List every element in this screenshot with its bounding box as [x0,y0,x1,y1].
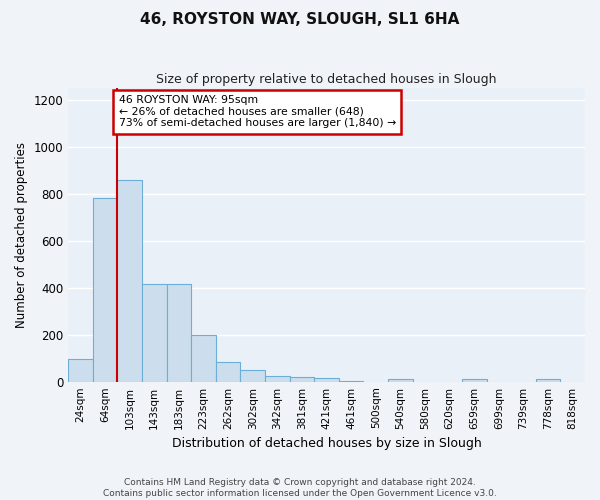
Bar [290,377,314,382]
Bar [216,362,241,382]
Bar [536,379,560,382]
Text: 46, ROYSTON WAY, SLOUGH, SL1 6HA: 46, ROYSTON WAY, SLOUGH, SL1 6HA [140,12,460,28]
Text: Contains HM Land Registry data © Crown copyright and database right 2024.
Contai: Contains HM Land Registry data © Crown c… [103,478,497,498]
Bar [191,334,216,382]
X-axis label: Distribution of detached houses by size in Slough: Distribution of detached houses by size … [172,437,481,450]
Bar [462,379,487,382]
Bar [68,360,93,382]
Bar [142,284,167,382]
Bar [241,370,265,382]
Bar [265,376,290,382]
Text: 46 ROYSTON WAY: 95sqm
← 26% of detached houses are smaller (648)
73% of semi-det: 46 ROYSTON WAY: 95sqm ← 26% of detached … [119,95,396,128]
Bar [167,284,191,382]
Bar [314,378,339,382]
Bar [93,198,118,382]
Title: Size of property relative to detached houses in Slough: Size of property relative to detached ho… [157,72,497,86]
Bar [118,180,142,382]
Y-axis label: Number of detached properties: Number of detached properties [15,142,28,328]
Bar [388,379,413,382]
